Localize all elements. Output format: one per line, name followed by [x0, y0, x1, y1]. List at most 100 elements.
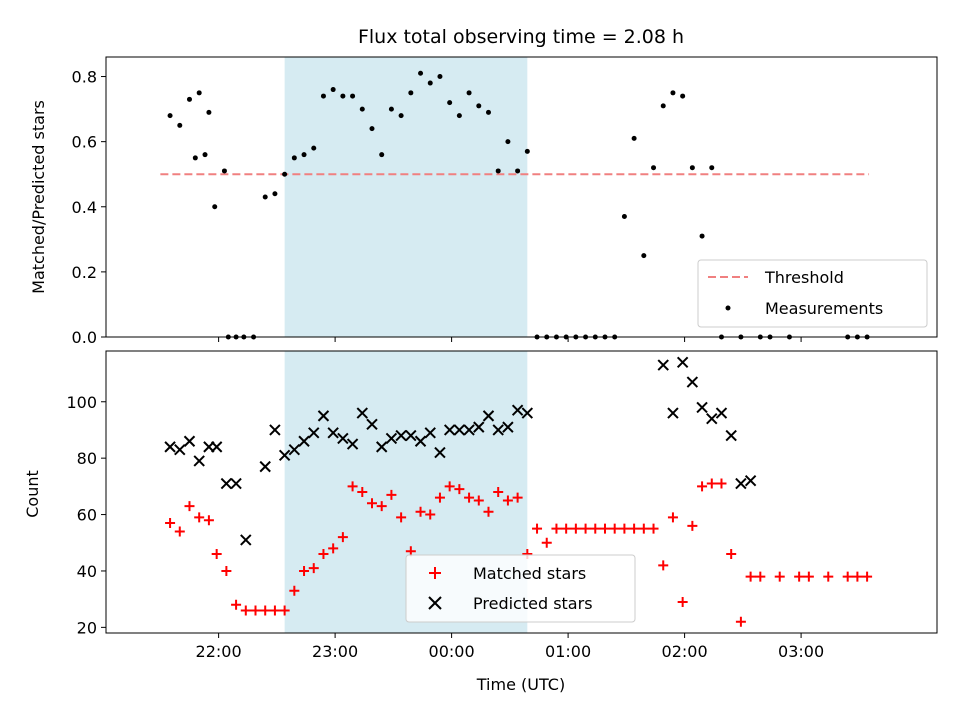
legend-matched-swatch	[429, 567, 441, 579]
matched-star-point	[434, 492, 445, 503]
predicted-star-point	[193, 455, 205, 467]
measurement-point	[437, 74, 443, 80]
bottom-y-tick-label: 20	[77, 618, 97, 637]
measurement-point	[709, 165, 715, 171]
measurements-series	[167, 70, 870, 340]
matched-star-point	[337, 532, 348, 543]
matched-star-point	[376, 501, 387, 512]
matched-star-point	[240, 605, 251, 616]
matched-star-point	[328, 543, 339, 554]
bottom-y-tick-label: 40	[77, 562, 97, 581]
matched-star-point	[735, 616, 746, 627]
measurement-point	[651, 165, 657, 171]
measurement-point	[350, 93, 356, 99]
measurement-point	[631, 135, 637, 141]
matched-star-point	[706, 478, 717, 489]
measurement-point	[311, 145, 317, 151]
matched-stars-series	[165, 478, 873, 627]
matched-star-point	[619, 523, 630, 534]
matched-star-point	[541, 537, 552, 548]
matched-star-point	[386, 489, 397, 500]
measurement-point	[272, 191, 278, 197]
matched-star-point	[289, 585, 300, 596]
measurement-point	[398, 113, 404, 119]
matched-star-point	[609, 523, 620, 534]
bottom-x-axis: 22:00 23:00 00:00 01:00 02:00 03:00	[196, 633, 824, 661]
matched-star-point	[599, 523, 610, 534]
matched-star-point	[532, 523, 543, 534]
matched-star-point	[483, 506, 494, 517]
x-tick-label: 02:00	[662, 642, 708, 661]
matched-star-point	[165, 518, 176, 529]
matched-star-point	[425, 509, 436, 520]
matched-star-point	[184, 501, 195, 512]
measurement-point	[388, 106, 394, 112]
predicted-star-point	[269, 424, 281, 436]
predicted-star-point	[210, 441, 223, 453]
predicted-star-point	[405, 429, 417, 442]
matched-star-point	[203, 515, 214, 526]
predicted-star-point	[492, 424, 504, 436]
predicted-star-point	[414, 435, 427, 447]
x-tick-label: 01:00	[545, 642, 591, 661]
matched-star-point	[852, 571, 863, 582]
bottom-y-tick-label: 60	[77, 506, 97, 525]
measurement-point	[699, 233, 705, 239]
measurement-point	[301, 152, 307, 158]
bottom-panel: 20 40 60 80 100 22:00 23:00 00:00 01:00 02:00 03:…	[23, 350, 938, 694]
measurement-point	[330, 87, 336, 93]
matched-star-point	[726, 549, 737, 560]
measurement-point	[167, 113, 173, 119]
matched-star-point	[174, 526, 185, 537]
top-y-tick-label: 0.6	[72, 133, 97, 152]
matched-star-point	[260, 605, 271, 616]
x-tick-label: 22:00	[196, 642, 242, 661]
predicted-star-point	[521, 407, 534, 419]
measurement-point	[505, 139, 511, 145]
measurement-point	[206, 109, 212, 115]
legend-measurements-label: Measurements	[765, 299, 883, 318]
top-y-tick-label: 0.8	[72, 68, 97, 87]
measurement-point	[456, 113, 462, 119]
matched-star-point	[231, 599, 242, 610]
predicted-star-point	[463, 424, 475, 436]
predicted-star-point	[482, 410, 495, 422]
bottom-y-axis-label: Count	[23, 470, 42, 518]
top-y-tick-label: 0.2	[72, 263, 97, 282]
matched-star-point	[396, 512, 407, 523]
matched-star-point	[415, 506, 426, 517]
predicted-star-point	[706, 412, 718, 425]
matched-star-point	[512, 492, 523, 503]
measurement-point	[369, 126, 375, 132]
top-y-tick-label: 0.4	[72, 198, 97, 217]
predicted-star-point	[696, 401, 708, 414]
bottom-y-tick-label: 80	[77, 449, 97, 468]
predicted-star-point	[657, 359, 669, 371]
measurement-point	[621, 214, 627, 220]
predicted-stars-series	[164, 356, 757, 546]
predicted-star-point	[259, 460, 271, 473]
legend-predicted-label: Predicted stars	[473, 594, 593, 613]
matched-star-point	[716, 478, 727, 489]
predicted-star-point	[230, 477, 242, 490]
matched-star-point	[638, 523, 649, 534]
predicted-star-point	[278, 449, 291, 462]
top-legend-box	[697, 259, 928, 328]
matched-star-point	[444, 481, 455, 492]
matched-star-point	[745, 571, 756, 582]
matched-star-point	[842, 571, 853, 582]
predicted-star-point	[308, 427, 320, 439]
top-x-ticks	[218, 337, 802, 342]
measurement-point	[689, 165, 695, 171]
matched-star-point	[551, 523, 562, 534]
bottom-legend-box	[405, 554, 636, 623]
top-legend: Threshold Measurements	[697, 259, 928, 328]
legend-threshold-label: Threshold	[764, 268, 844, 287]
top-y-axis: 0.0 0.2 0.4 0.6 0.8	[72, 68, 106, 347]
top-y-tick-label: 0.0	[72, 328, 97, 347]
legend-predicted-swatch	[428, 596, 442, 610]
measurement-point	[212, 204, 218, 210]
predicted-star-point	[667, 407, 679, 419]
matched-star-point	[493, 487, 504, 497]
